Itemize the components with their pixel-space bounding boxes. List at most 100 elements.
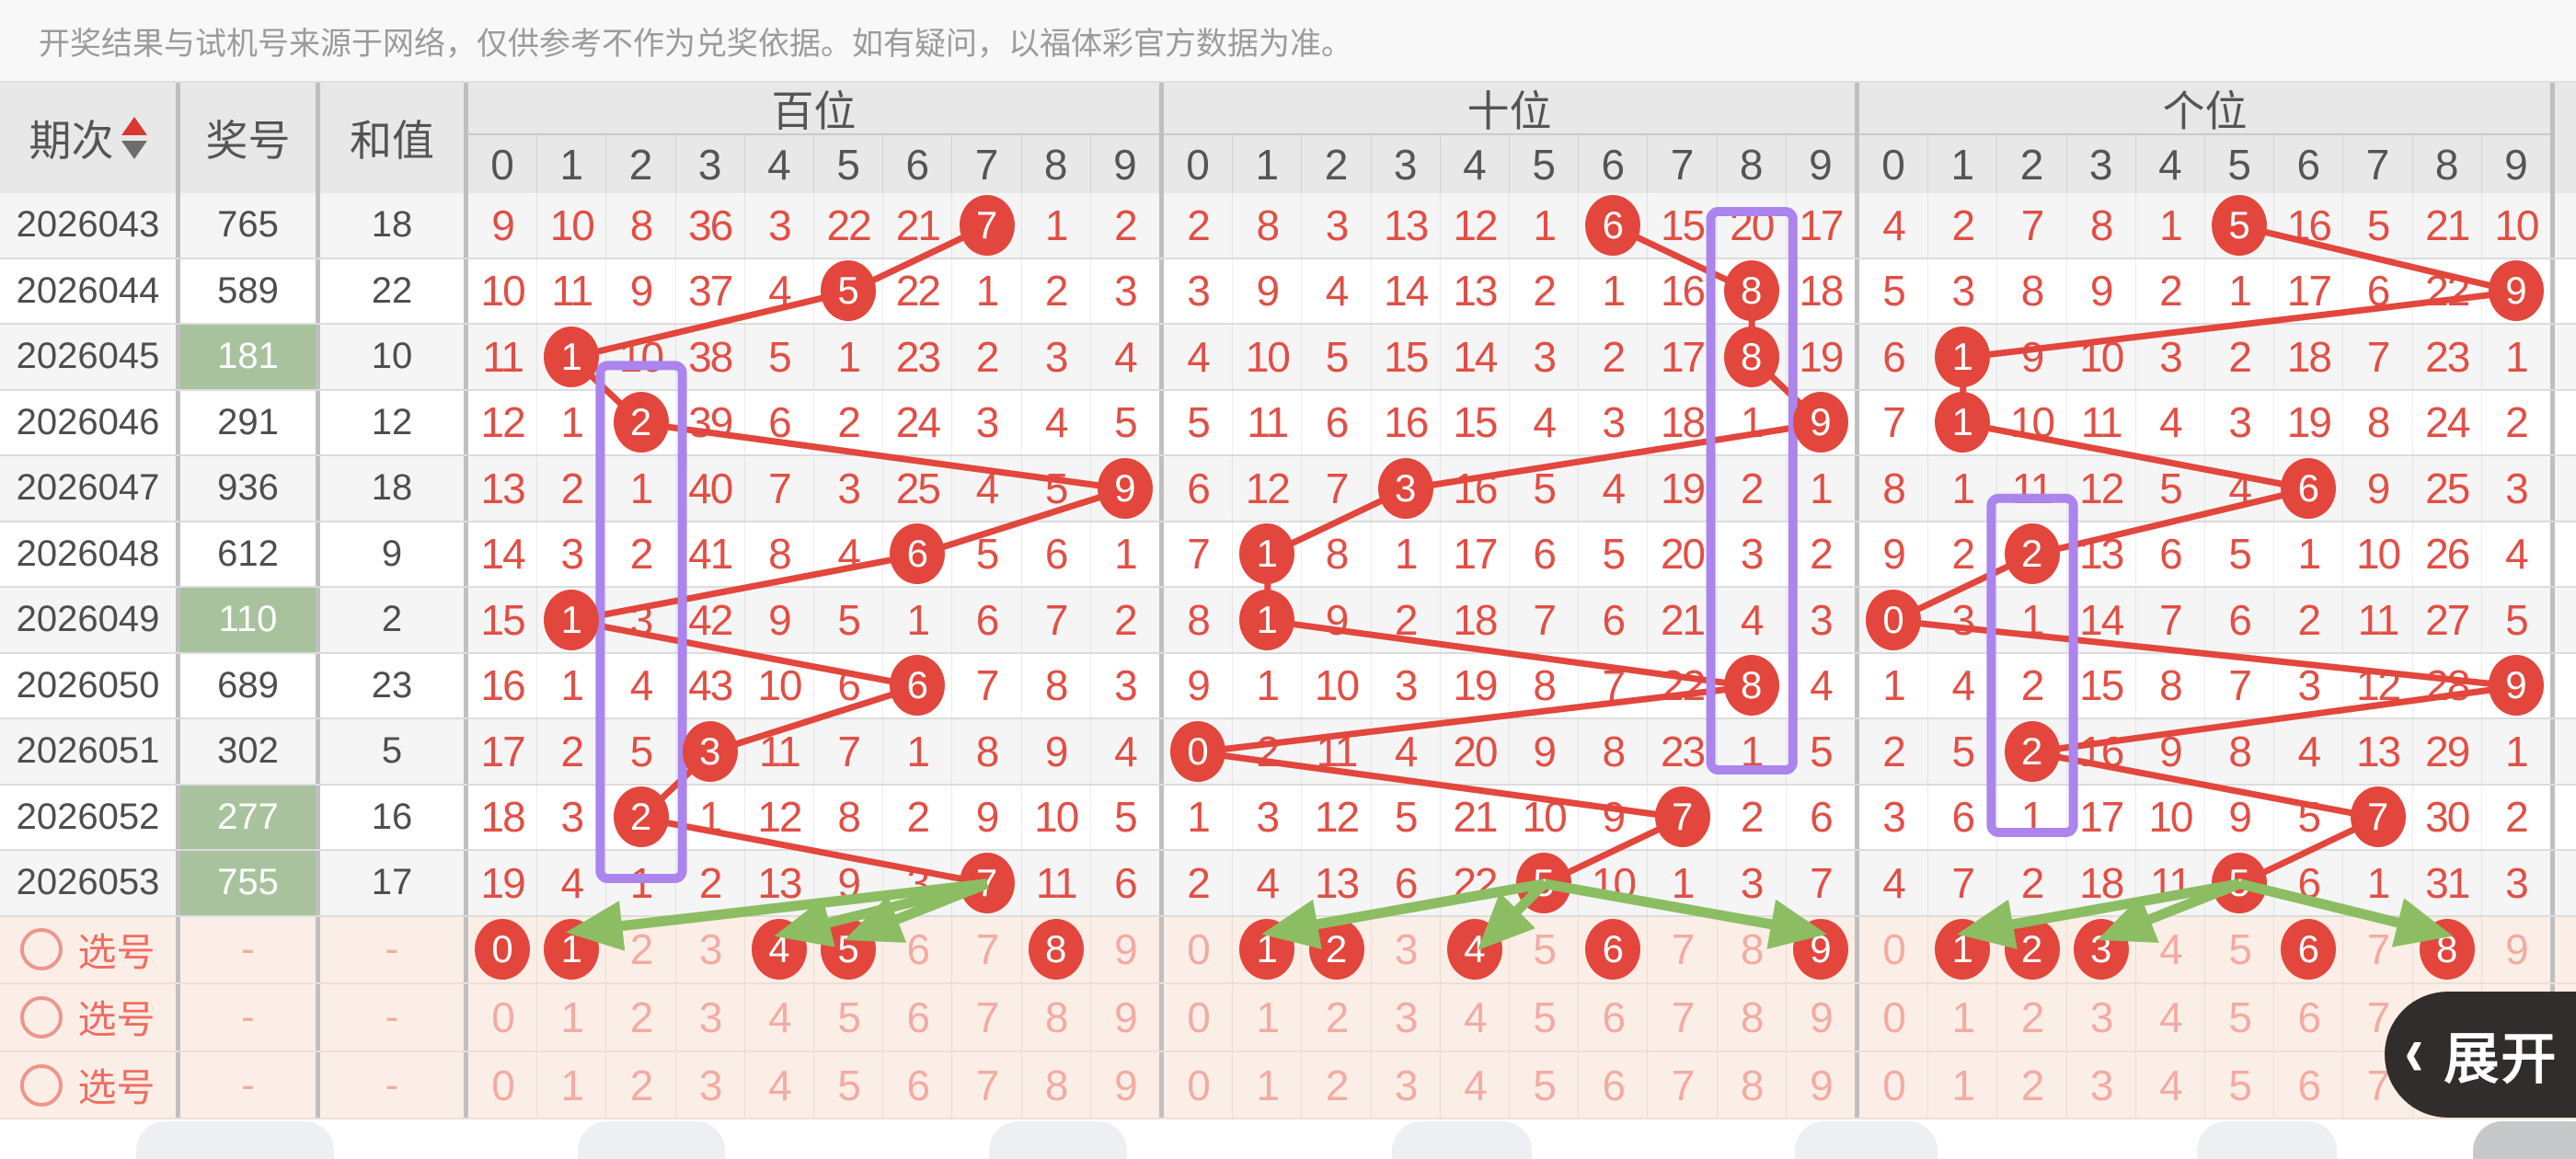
- pick-cell[interactable]: 3: [2067, 1051, 2136, 1119]
- pick-cell[interactable]: 0: [1859, 916, 1929, 983]
- pick-cell[interactable]: 8: [1022, 984, 1091, 1050]
- pick-cell[interactable]: 1: [537, 1051, 607, 1119]
- pick-cell[interactable]: 4: [745, 916, 815, 983]
- pick-cell[interactable]: 9: [1114, 925, 1138, 974]
- bottom-button[interactable]: [2197, 1121, 2337, 1159]
- pick-cell[interactable]: 1: [1928, 1051, 1998, 1119]
- pick-radio-button[interactable]: [20, 995, 63, 1039]
- pick-cell[interactable]: 1: [537, 916, 607, 983]
- bottom-button[interactable]: [1392, 1121, 1532, 1159]
- pick-cell[interactable]: 9: [1787, 917, 1855, 983]
- pick-cell[interactable]: 3: [676, 916, 745, 983]
- pick-cell[interactable]: 3: [1372, 1051, 1441, 1119]
- pick-radio-button[interactable]: [20, 1063, 63, 1107]
- pick-cell[interactable]: 2: [1997, 984, 2067, 1050]
- pick-selected-circle[interactable]: 1: [1935, 919, 1991, 981]
- pick-cell[interactable]: 2: [1302, 984, 1372, 1050]
- pick-selected-circle[interactable]: 8: [2419, 919, 2475, 981]
- pick-cell[interactable]: 2: [606, 916, 676, 983]
- pick-cell[interactable]: 7: [952, 984, 1022, 1050]
- pick-cell[interactable]: 1: [1233, 1051, 1303, 1119]
- pick-cell[interactable]: 7: [2343, 916, 2413, 983]
- pick-radio-button[interactable]: [20, 928, 63, 971]
- pick-cell[interactable]: 7: [1648, 1051, 1718, 1119]
- pick-cell[interactable]: 8: [2413, 916, 2482, 983]
- pick-cell[interactable]: 4: [2136, 984, 2206, 1050]
- pick-cell[interactable]: 4: [745, 984, 815, 1050]
- pick-cell[interactable]: 5: [814, 1051, 884, 1119]
- pick-cell[interactable]: 0: [468, 916, 538, 983]
- pick-cell[interactable]: 4: [1441, 916, 1511, 983]
- pick-cell[interactable]: 5: [814, 916, 884, 983]
- pick-selected-circle[interactable]: 3: [2073, 919, 2129, 981]
- pick-cell[interactable]: 7: [1648, 984, 1718, 1050]
- pick-cell[interactable]: 0: [468, 1051, 538, 1119]
- pick-selected-circle[interactable]: 0: [475, 919, 531, 981]
- bottom-button[interactable]: [136, 1121, 334, 1159]
- pick-cell[interactable]: 7: [1648, 916, 1718, 983]
- pick-cell[interactable]: 3: [2067, 916, 2136, 983]
- pick-cell[interactable]: 2: [1997, 916, 2067, 983]
- pick-cell[interactable]: 5: [1510, 1051, 1580, 1119]
- pick-selected-circle[interactable]: 4: [1446, 919, 1502, 981]
- pick-selected-circle[interactable]: 8: [1028, 919, 1084, 981]
- pick-cell[interactable]: 4: [1441, 984, 1511, 1050]
- pick-selected-circle[interactable]: 6: [1585, 919, 1641, 981]
- pick-cell[interactable]: 8: [1718, 984, 1787, 1050]
- pick-cell[interactable]: 2: [1302, 1051, 1372, 1119]
- pick-cell[interactable]: 6: [1579, 1051, 1649, 1119]
- pick-selected-circle[interactable]: 5: [821, 919, 877, 981]
- pick-cell[interactable]: 5: [2205, 1051, 2275, 1119]
- expand-button[interactable]: ‹ 展开: [2385, 992, 2576, 1118]
- pick-cell[interactable]: 1: [1233, 984, 1303, 1050]
- pick-selected-circle[interactable]: 9: [1792, 919, 1848, 981]
- pick-cell[interactable]: 2: [1997, 1051, 2067, 1119]
- pick-cell[interactable]: 6: [883, 1051, 953, 1119]
- pick-cell[interactable]: 6: [2274, 1051, 2344, 1119]
- pick-cell[interactable]: 9: [2505, 925, 2529, 974]
- pick-selected-circle[interactable]: 6: [2281, 919, 2337, 981]
- column-header-period[interactable]: 期次: [0, 83, 180, 193]
- pick-cell[interactable]: 5: [2205, 916, 2275, 983]
- pick-cell[interactable]: 5: [2205, 984, 2275, 1050]
- pick-cell[interactable]: 0: [1164, 1051, 1234, 1119]
- pick-selected-circle[interactable]: 1: [544, 919, 600, 981]
- pick-cell[interactable]: 6: [883, 984, 953, 1050]
- pick-selected-circle[interactable]: 1: [1239, 919, 1295, 981]
- pick-cell[interactable]: 0: [1164, 916, 1234, 983]
- pick-cell[interactable]: 7: [952, 916, 1022, 983]
- pick-cell[interactable]: 3: [676, 1051, 745, 1119]
- pick-cell[interactable]: 6: [883, 916, 953, 983]
- bottom-button[interactable]: [989, 1121, 1127, 1159]
- pick-cell[interactable]: 8: [1718, 1051, 1787, 1119]
- pick-cell[interactable]: 0: [1164, 984, 1234, 1050]
- pick-cell[interactable]: 6: [1579, 916, 1649, 983]
- pick-cell[interactable]: 4: [2136, 1051, 2206, 1119]
- pick-selected-circle[interactable]: 2: [1308, 919, 1364, 981]
- pick-cell[interactable]: 3: [1372, 916, 1441, 983]
- pick-cell[interactable]: 0: [468, 984, 538, 1050]
- pick-cell[interactable]: 0: [1859, 984, 1929, 1050]
- pick-cell[interactable]: 9: [1114, 1061, 1138, 1109]
- bottom-button[interactable]: [1795, 1121, 1938, 1159]
- pick-cell[interactable]: 2: [1302, 916, 1372, 983]
- pick-cell[interactable]: 8: [1022, 916, 1091, 983]
- pick-cell[interactable]: 5: [814, 984, 884, 1050]
- pick-cell[interactable]: 1: [537, 984, 607, 1050]
- pick-cell[interactable]: 0: [1859, 1051, 1929, 1119]
- pick-cell[interactable]: 3: [1372, 984, 1441, 1050]
- pick-cell[interactable]: 5: [1510, 984, 1580, 1050]
- pick-cell[interactable]: 1: [1928, 984, 1998, 1050]
- pick-cell[interactable]: 6: [1579, 984, 1649, 1050]
- pick-selected-circle[interactable]: 2: [2004, 919, 2060, 981]
- pick-selected-circle[interactable]: 4: [751, 919, 807, 981]
- pick-cell[interactable]: 9: [1810, 993, 1834, 1041]
- pick-cell[interactable]: 4: [1441, 1051, 1511, 1119]
- pick-cell[interactable]: 4: [745, 1051, 815, 1119]
- pick-cell[interactable]: 6: [2274, 984, 2344, 1050]
- pick-cell[interactable]: 3: [2067, 984, 2136, 1050]
- pick-cell[interactable]: 2: [606, 984, 676, 1050]
- pick-cell[interactable]: 7: [952, 1051, 1022, 1119]
- bottom-button[interactable]: [578, 1121, 725, 1159]
- pick-cell[interactable]: 8: [1022, 1051, 1091, 1119]
